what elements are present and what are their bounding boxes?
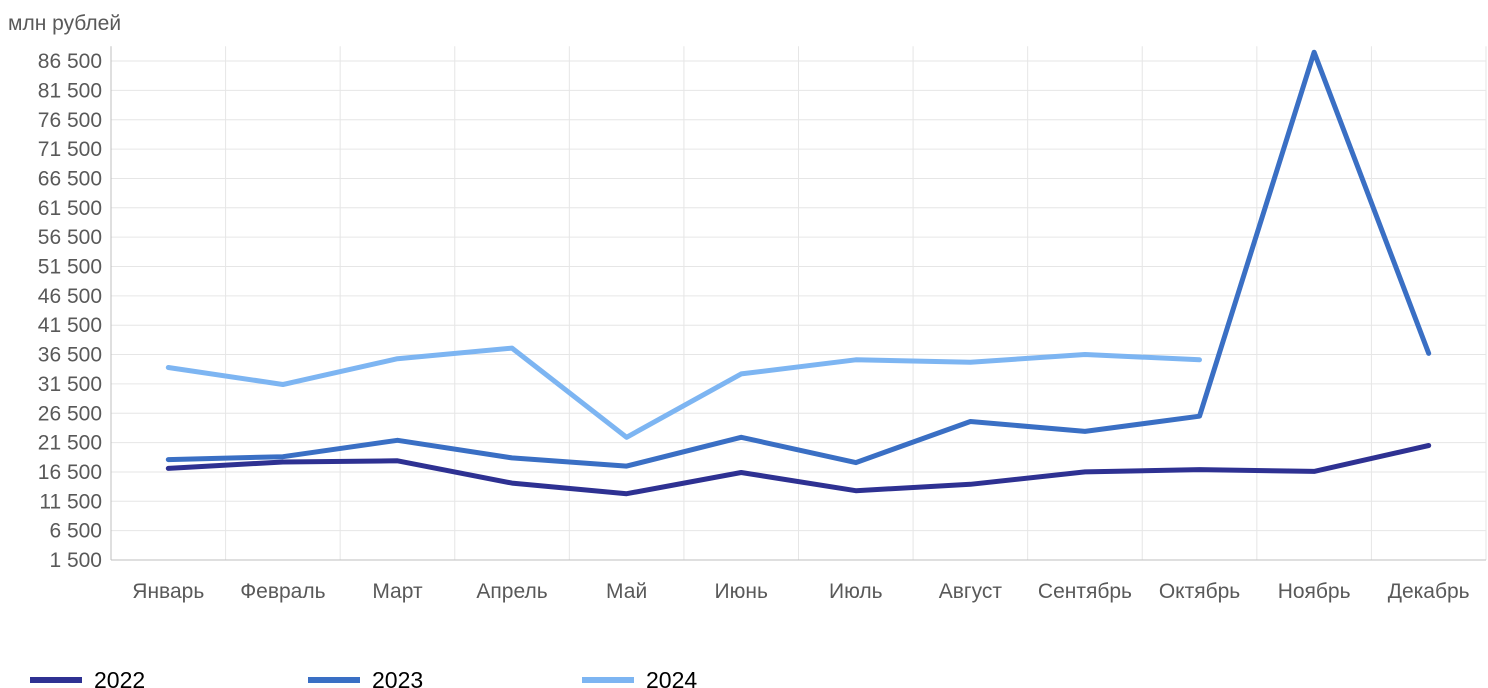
x-tick-label: Ноябрь — [1278, 580, 1351, 603]
y-axis-label: млн рублей — [8, 12, 121, 35]
x-tick-label: Май — [606, 580, 647, 603]
y-tick-label: 66 500 — [38, 167, 102, 190]
series-line-2024 — [165, 345, 1202, 440]
y-tick-label: 76 500 — [38, 109, 102, 132]
x-tick-label: Август — [939, 580, 1003, 603]
y-tick-label: 56 500 — [38, 226, 102, 249]
y-axis-ticks: 86 500 81 500 76 500 71 500 66 500 61 500 56 5… — [38, 50, 102, 572]
y-tick-label: 6 500 — [49, 520, 102, 543]
x-tick-label: Март — [372, 580, 423, 603]
y-tick-label: 41 500 — [38, 314, 102, 337]
y-tick-label: 51 500 — [38, 256, 102, 279]
y-tick-label: 46 500 — [38, 285, 102, 308]
legend-label: 2022 — [94, 667, 145, 688]
x-axis-ticks: Январь Февраль Март Апрель Май Июнь Июль Август… — [132, 580, 1469, 603]
y-tick-label: 21 500 — [38, 432, 102, 455]
series-line-2022 — [165, 443, 1432, 497]
x-tick-label: Сентябрь — [1038, 580, 1132, 603]
y-tick-label: 71 500 — [38, 138, 102, 161]
y-tick-label: 26 500 — [38, 402, 102, 425]
legend-label: 2023 — [372, 667, 423, 688]
y-tick-label: 1 500 — [49, 549, 102, 572]
y-tick-label: 61 500 — [38, 197, 102, 220]
x-tick-label: Январь — [132, 580, 204, 603]
y-tick-label: 11 500 — [39, 490, 102, 513]
x-tick-label: Октябрь — [1159, 580, 1240, 603]
x-tick-label: Февраль — [240, 580, 325, 603]
series-line-2023 — [165, 49, 1432, 469]
y-tick-label: 16 500 — [38, 461, 102, 484]
y-tick-label: 81 500 — [38, 79, 102, 102]
legend: 2022 2023 2024 — [30, 667, 697, 688]
x-tick-label: Июль — [829, 580, 883, 603]
y-tick-label: 31 500 — [38, 373, 102, 396]
y-tick-label: 86 500 — [38, 50, 102, 73]
legend-label: 2024 — [646, 667, 697, 688]
x-tick-label: Июнь — [715, 580, 768, 603]
x-tick-label: Апрель — [476, 580, 547, 603]
x-tick-label: Декабрь — [1388, 580, 1470, 603]
y-tick-label: 36 500 — [38, 344, 102, 367]
series-lines — [165, 49, 1432, 497]
